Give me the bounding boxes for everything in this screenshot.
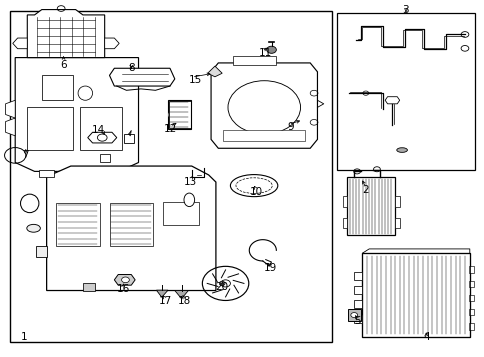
Text: 8: 8 bbox=[128, 63, 134, 73]
Circle shape bbox=[219, 281, 225, 286]
Bar bbox=[232, 56, 276, 65]
Circle shape bbox=[220, 280, 230, 287]
Polygon shape bbox=[174, 291, 188, 299]
Bar bbox=[36, 246, 46, 257]
Bar bbox=[80, 107, 121, 150]
Bar bbox=[83, 283, 95, 291]
Polygon shape bbox=[207, 66, 222, 77]
Bar bbox=[109, 203, 153, 246]
Text: 12: 12 bbox=[163, 125, 176, 135]
Bar bbox=[468, 295, 473, 301]
Text: 2: 2 bbox=[362, 185, 368, 195]
Text: 13: 13 bbox=[184, 177, 197, 187]
Text: 16: 16 bbox=[116, 285, 129, 295]
Text: 3: 3 bbox=[402, 5, 408, 15]
Bar bbox=[100, 154, 109, 162]
Bar bbox=[394, 196, 399, 207]
Bar bbox=[353, 315, 362, 322]
Polygon shape bbox=[5, 100, 15, 118]
Text: 15: 15 bbox=[189, 75, 202, 85]
Ellipse shape bbox=[27, 224, 40, 232]
Polygon shape bbox=[27, 10, 105, 57]
Bar bbox=[353, 272, 362, 280]
Bar bbox=[342, 218, 347, 228]
Bar bbox=[27, 107, 73, 150]
Polygon shape bbox=[384, 97, 399, 104]
Text: 10: 10 bbox=[249, 187, 262, 197]
Bar bbox=[468, 323, 473, 330]
Bar bbox=[468, 281, 473, 287]
Polygon shape bbox=[46, 166, 215, 291]
Polygon shape bbox=[124, 134, 134, 143]
Bar bbox=[10, 11, 331, 342]
Bar bbox=[353, 286, 362, 294]
Polygon shape bbox=[88, 132, 117, 143]
Text: 9: 9 bbox=[287, 122, 294, 132]
Text: 20: 20 bbox=[215, 282, 228, 292]
Bar bbox=[342, 196, 347, 207]
Text: 6: 6 bbox=[60, 60, 67, 70]
Bar bbox=[347, 177, 394, 235]
Bar bbox=[353, 301, 362, 308]
Polygon shape bbox=[156, 290, 167, 297]
Bar bbox=[347, 309, 360, 321]
Bar bbox=[169, 101, 190, 129]
Circle shape bbox=[121, 277, 129, 283]
Text: 18: 18 bbox=[178, 296, 191, 306]
Circle shape bbox=[168, 107, 189, 123]
Ellipse shape bbox=[396, 148, 407, 152]
Bar bbox=[56, 203, 100, 246]
Polygon shape bbox=[5, 118, 15, 136]
Text: 17: 17 bbox=[158, 296, 171, 306]
Bar bbox=[468, 266, 473, 273]
Polygon shape bbox=[114, 275, 135, 285]
Text: 5: 5 bbox=[353, 316, 360, 326]
Text: 4: 4 bbox=[422, 332, 429, 342]
Polygon shape bbox=[15, 57, 138, 171]
Bar bbox=[336, 13, 474, 170]
Text: 1: 1 bbox=[20, 332, 27, 342]
Text: 14: 14 bbox=[91, 126, 105, 136]
Ellipse shape bbox=[183, 193, 194, 207]
Circle shape bbox=[266, 46, 276, 53]
Bar bbox=[39, 170, 54, 177]
Bar bbox=[162, 202, 198, 225]
Text: 11: 11 bbox=[258, 48, 272, 58]
Circle shape bbox=[350, 313, 357, 317]
Polygon shape bbox=[13, 38, 27, 49]
Polygon shape bbox=[211, 63, 317, 148]
Bar bbox=[394, 218, 399, 228]
Bar bbox=[167, 100, 190, 130]
Text: 19: 19 bbox=[263, 263, 276, 273]
Polygon shape bbox=[109, 68, 174, 86]
Bar bbox=[362, 253, 469, 337]
Text: 7: 7 bbox=[22, 150, 29, 160]
Bar bbox=[42, 75, 73, 100]
Bar bbox=[223, 131, 305, 141]
Polygon shape bbox=[105, 38, 119, 49]
Bar bbox=[468, 309, 473, 316]
